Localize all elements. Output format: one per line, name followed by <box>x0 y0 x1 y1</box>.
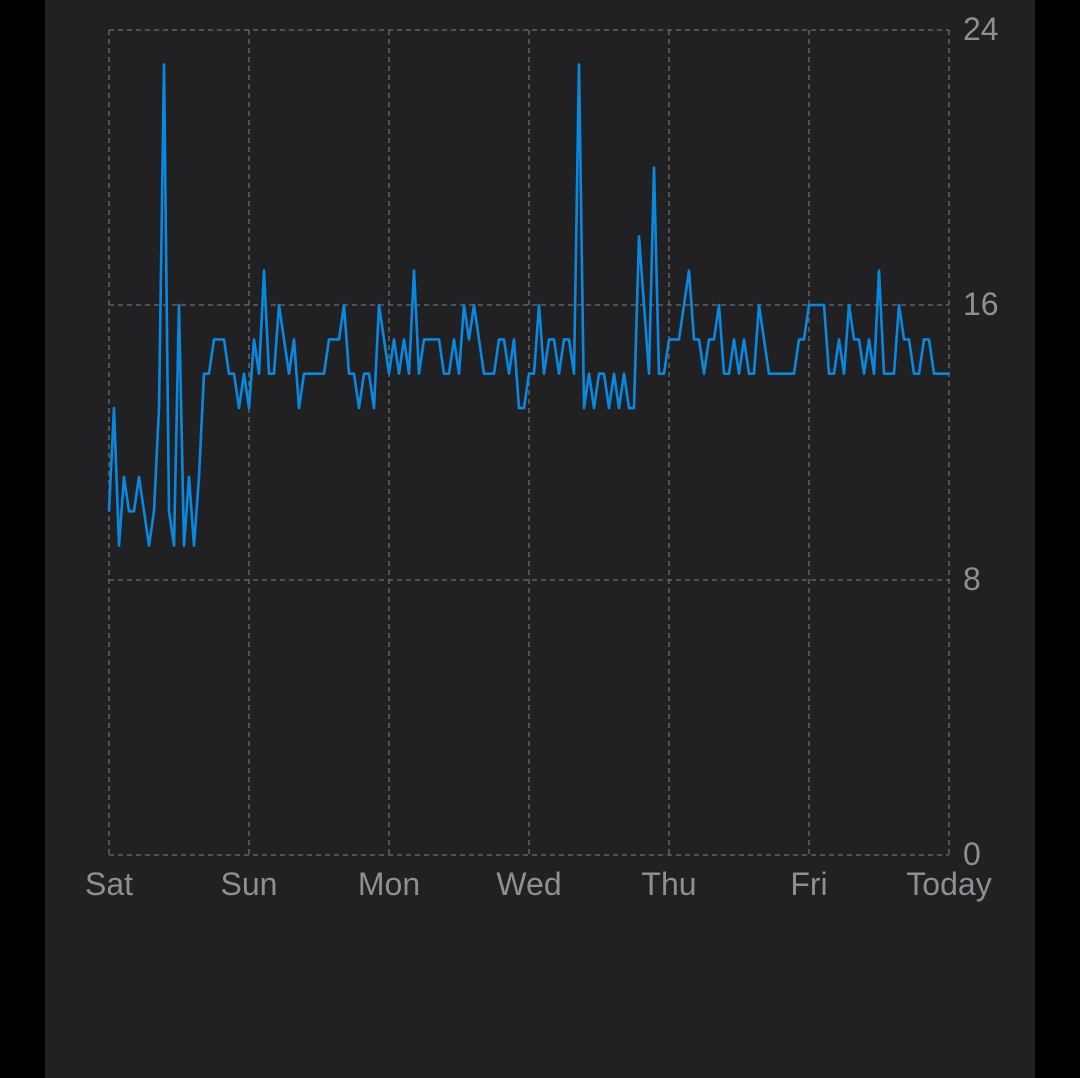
x-tick-label-mon: Mon <box>357 866 421 902</box>
x-tick-label-wed: Wed <box>496 866 562 902</box>
x-tick-label-today: Today <box>906 866 992 902</box>
y-tick-label-8: 8 <box>963 561 981 597</box>
chart-grid <box>108 29 950 856</box>
x-tick-label-thu: Thu <box>641 866 697 902</box>
chart-panel <box>45 0 1035 1078</box>
y-tick-label-0: 0 <box>963 836 981 872</box>
y-tick-label-16: 16 <box>963 286 999 322</box>
x-tick-label-sun: Sun <box>220 866 278 902</box>
series-line <box>107 63 949 547</box>
y-tick-label-24: 24 <box>963 11 999 47</box>
x-tick-label-sat: Sat <box>84 866 134 902</box>
x-tick-label-fri: Fri <box>790 866 828 902</box>
